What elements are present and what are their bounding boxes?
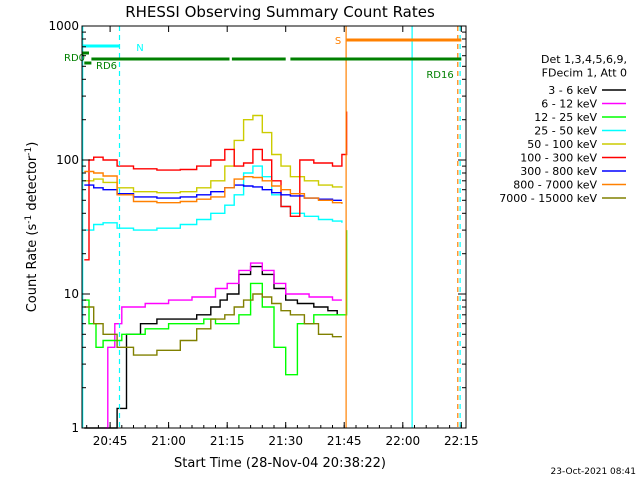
plot-flags-group: RD0 RD6 N S RD16: [64, 36, 462, 81]
x-tick-label-1: 21:00: [151, 434, 186, 448]
series-line-0: [84, 265, 338, 429]
y-axis-ticks: 1 10 100 1000: [48, 19, 466, 435]
flag-label-rd6: RD6: [96, 61, 117, 72]
legend-label-1: 6 - 12 keV: [541, 98, 597, 111]
legend-label-7: 800 - 7000 keV: [513, 179, 597, 192]
series-line-4: [84, 114, 343, 194]
y-tick-label-2: 100: [56, 153, 79, 167]
series-line-8: [84, 293, 342, 356]
x-tick-label-0: 20:45: [93, 434, 128, 448]
legend-header-0: Det 1,3,4,5,6,9,: [541, 53, 627, 66]
y-tick-label-3: 1000: [48, 19, 79, 33]
x-tick-label-3: 21:30: [268, 434, 303, 448]
y-axis-label-main: Count Rate (s: [25, 224, 40, 313]
chart-title: RHESSI Observing Summary Count Rates: [125, 3, 435, 21]
flag-label-n: N: [136, 43, 143, 54]
x-tick-label-6: 22:15: [444, 434, 479, 448]
legend-label-8: 7000 - 15000 keV: [499, 192, 597, 205]
legend-label-4: 50 - 100 keV: [527, 138, 597, 151]
series-line-1: [105, 262, 342, 429]
legend-label-0: 3 - 6 keV: [548, 84, 597, 97]
y-axis-label-end: ): [25, 142, 40, 147]
y-axis-label-sup2: -1: [24, 147, 34, 156]
flag-label-rd16: RD16: [426, 70, 453, 81]
legend: Det 1,3,4,5,6,9,FDecim 1, Att 0 3 - 6 keV…: [499, 53, 627, 205]
x-axis-ticks: 20:45 21:00 21:15 21:30 21:45 22:00 22:15: [86, 26, 479, 448]
series-line-7: [84, 170, 343, 204]
legend-label-6: 300 - 800 keV: [520, 165, 597, 178]
y-axis-label: Count Rate (s-1 detector-1): [24, 142, 40, 313]
plot-vlines-group: [82, 26, 461, 428]
x-tick-label-4: 21:45: [327, 434, 362, 448]
y-axis-label-mid: detector: [25, 155, 40, 215]
flag-label-rd0: RD0: [64, 53, 85, 64]
legend-label-3: 25 - 50 keV: [534, 125, 597, 138]
x-axis-label: Start Time (28-Nov-04 20:38:22): [174, 456, 386, 471]
x-tick-label-5: 22:00: [386, 434, 421, 448]
y-tick-label-1: 10: [64, 287, 79, 301]
legend-label-2: 12 - 25 keV: [534, 111, 597, 124]
x-tick-label-2: 21:15: [210, 434, 245, 448]
legend-header-1: FDecim 1, Att 0: [542, 67, 627, 80]
y-axis-label-sup1: -1: [24, 215, 34, 224]
plot-series-group: [84, 111, 348, 429]
timestamp: 23-Oct-2021 08:41: [551, 467, 636, 477]
legend-label-5: 100 - 300 keV: [520, 152, 597, 165]
series-line-5: [84, 111, 348, 261]
flag-label-s: S: [335, 36, 341, 47]
series-line-3: [84, 165, 343, 231]
series-line-2: [84, 230, 348, 376]
y-tick-label-0: 1: [71, 421, 79, 435]
